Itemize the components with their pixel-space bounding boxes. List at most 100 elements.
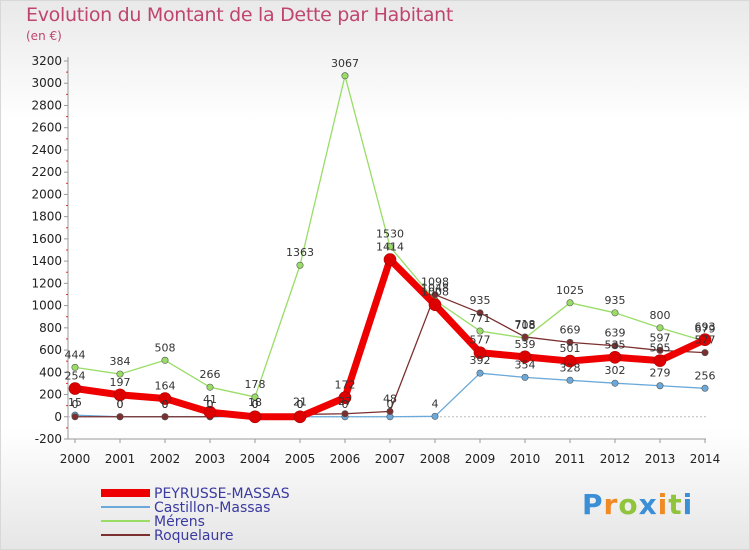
data-point [116,370,124,378]
x-tick-label: 2008 [420,452,451,466]
data-label: 164 [155,380,176,393]
data-point [701,384,709,392]
data-label: 41 [203,393,217,406]
data-point [476,309,484,317]
data-point [521,333,529,341]
x-tick-label: 2010 [510,452,541,466]
data-label: 48 [383,392,397,405]
y-tick-label: 800 [39,321,62,335]
data-label: 800 [650,309,671,322]
data-point [653,354,667,367]
data-label: 935 [470,294,491,307]
data-label: 577 [470,334,491,347]
data-point [608,350,622,364]
data-label: 0 [117,398,124,411]
data-point [563,354,577,368]
data-label: 0 [162,398,169,411]
data-point [116,413,124,421]
data-label: 0 [297,398,304,411]
data-label: 18 [248,396,262,409]
y-tick-label: 400 [39,365,62,379]
data-label: 718 [515,318,536,331]
data-point [566,376,574,384]
x-tick-label: 2001 [105,452,136,466]
data-label: 505 [650,342,671,355]
legend-label: Roquelaure [154,528,233,544]
data-point [386,243,394,251]
data-point [383,253,397,266]
y-tick-label: 2200 [31,165,62,179]
data-point [428,298,442,311]
x-tick-label: 2013 [645,452,676,466]
data-label: 1025 [556,284,584,297]
data-point [203,405,217,419]
legend-label: PEYRUSSE-MASSAS [154,486,290,502]
y-tick-label: 2400 [31,143,62,157]
data-label: 21 [293,395,307,408]
data-label: 771 [470,312,491,325]
data-label: 27 [338,395,352,408]
y-tick-label: 1000 [31,299,62,313]
data-label: 15 [68,396,82,409]
y-tick-label: 2600 [31,121,62,135]
y-tick-label: 1800 [31,210,62,224]
data-label: 1414 [376,241,404,254]
y-tick-label: 0 [54,410,62,424]
data-label: 0 [342,398,349,411]
data-label: 172 [335,379,356,392]
data-label: 0 [387,398,394,411]
data-label: 1530 [376,228,404,241]
data-point [566,299,574,307]
data-point [161,356,169,364]
data-point [293,410,307,424]
data-label: 597 [650,331,671,344]
data-label: 669 [560,323,581,336]
data-point [476,327,484,335]
data-point [611,379,619,387]
data-point [161,413,169,421]
data-label: 302 [605,364,626,377]
data-label: 197 [110,376,131,389]
data-point [476,369,484,377]
data-label: 1008 [421,286,449,299]
data-label: 0 [252,398,259,411]
data-label: 1048 [421,281,449,294]
proxiti-logo: Proxiti [582,488,694,521]
y-tick-label: 3000 [31,76,62,90]
y-tick-label: 1600 [31,232,62,246]
data-point [566,338,574,346]
y-tick-label: -200 [35,432,62,446]
data-label: 279 [650,367,671,380]
y-tick-label: 3200 [31,54,62,68]
y-tick-label: 200 [39,388,62,402]
data-point [206,383,214,391]
data-point [68,382,82,395]
x-tick-label: 2000 [60,452,91,466]
data-point [386,407,394,415]
data-point [521,373,529,381]
data-point [656,382,664,390]
data-point [338,391,352,404]
data-point [251,393,259,401]
data-label: 535 [605,338,626,351]
data-label: 0 [72,398,79,411]
data-point [473,346,487,359]
legend-label: Castillon-Massas [154,500,270,516]
x-tick-label: 2011 [555,452,586,466]
data-label: 501 [560,342,581,355]
data-label: 0 [207,398,214,411]
y-tick-label: 2000 [31,187,62,201]
x-tick-label: 2003 [195,452,226,466]
data-point [248,410,262,424]
data-label: 679 [695,322,716,335]
y-tick-label: 2800 [31,98,62,112]
data-label: 384 [110,355,131,368]
data-point [611,342,619,350]
data-point [518,350,532,364]
data-point [611,309,619,317]
data-point [431,291,439,299]
data-label: 708 [515,319,536,332]
data-label: 256 [695,369,716,382]
